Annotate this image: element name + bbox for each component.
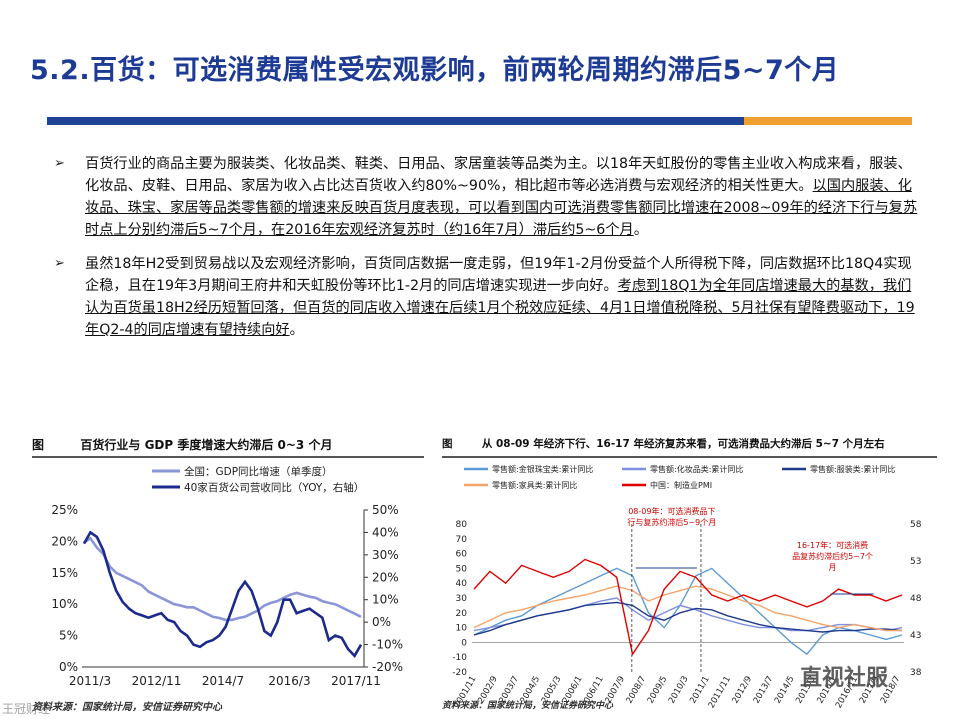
y-right-tick-label: 58 — [910, 520, 922, 530]
x-tick-label: 2011/3 — [69, 674, 111, 688]
y-left-tick-label: 10 — [456, 624, 468, 634]
series-line-apparel — [473, 601, 903, 636]
annotation-text-1: 行与复苏约滞后5~9个月 — [627, 517, 716, 527]
chart-left-label: 图 — [32, 438, 45, 452]
y-left-tick-label: 30 — [456, 594, 468, 604]
bullet-item-2: ➢ 虽然18年H2受到贸易战以及宏观经济影响，百货同店数据一度走弱，但19年1-… — [50, 253, 918, 341]
annotation-text-2: 品复苏约滞后约5~7个 — [792, 551, 873, 561]
legend-label-gdp: 全国：GDP同比增速（单季度） — [184, 465, 333, 478]
y-right-tick-label: 53 — [910, 557, 921, 567]
bullet-text-plain: 虽然18年H2受到贸易战以及宏观经济影响，百货同店数据一度走弱，但19年1-2月… — [85, 256, 912, 294]
y-left-tick-label: 10% — [51, 597, 78, 611]
bullet-text-underlined: 以国内服装、化妆品、珠宝、家居等品类零售额的增速来反映百货月度表现，可以看到国内… — [85, 178, 918, 238]
series-line-gdp — [83, 536, 362, 622]
y-left-tick-label: 20 — [456, 609, 468, 619]
y-left-tick-label: 5% — [59, 629, 78, 643]
y-left-tick-label: 60 — [456, 550, 468, 560]
watermark-left: 王冠财经 — [2, 702, 51, 716]
x-tick-label: 2012/11 — [132, 674, 182, 688]
chart-left-svg: 全国：GDP同比增速（单季度） 40家百货公司营收同比（YOY，右轴） 0% 5% 10… — [51, 465, 403, 688]
y-left-tick-label: -10 — [452, 653, 467, 663]
series-line-furniture — [473, 585, 902, 632]
y-right-tick-label: 43 — [910, 631, 921, 641]
chart-right-title-rule — [442, 456, 937, 458]
bullet-text-tail: 。 — [633, 222, 648, 238]
y-right-tick-label: 40% — [372, 525, 399, 539]
legend-label: 零售额:化妆品类:累计同比 — [650, 464, 743, 474]
y-right-tick-label: 30% — [372, 548, 399, 562]
chart-right-panel: 图 从 08-09 年经济下行、16-17 年经济复苏来看，可选消费品大约滞后 … — [442, 436, 937, 716]
annotation-text-2: 月 — [829, 563, 837, 572]
series-line-dept-stores — [82, 530, 363, 658]
y-right-tick-label: -10% — [372, 638, 403, 652]
legend-label: 零售额:家具类:累计同比 — [492, 480, 577, 490]
y-left-tick-label: -20 — [452, 668, 467, 678]
chart-left-title: 百货行业与 GDP 季度增速大约滞后 0~3 个月 — [80, 438, 333, 452]
chart-left-source: 资料来源：国家统计局，安信证券研究中心 — [32, 702, 222, 713]
y-right-tick-label: 50% — [372, 503, 399, 517]
title-divider-blue — [47, 117, 744, 125]
bullet-text-underlined: 考虑到18Q1为全年同店增速最大的基数，我们认为百货虽18H2经历短暂回落，但百… — [85, 278, 915, 338]
chart-left-title-rule — [32, 456, 424, 458]
y-right-tick-label: 10% — [372, 593, 399, 607]
chart-left-title-row: 图 百货行业与 GDP 季度增速大约滞后 0~3 个月 — [32, 436, 427, 453]
y-left-tick-label: 80 — [456, 520, 468, 530]
x-tick-label: 2017/11 — [331, 674, 381, 688]
y-right-tick-label: 38 — [910, 668, 922, 678]
arrow-bullet-icon: ➢ — [54, 256, 65, 271]
bullet-text-tail: 。 — [289, 322, 304, 338]
legend-label: 零售额:服装类:累计同比 — [810, 464, 895, 474]
series-line-pmi — [473, 558, 903, 656]
arrow-bullet-icon: ➢ — [54, 156, 65, 171]
y-right-tick-label: 0% — [372, 615, 391, 629]
y-left-tick-label: 20% — [51, 534, 78, 548]
chart-right-label: 图 — [442, 438, 453, 450]
chart-right-svg: 零售额:金银珠宝类:累计同比 零售额:化妆品类:累计同比 零售额:服装类:累计同比零… — [452, 464, 922, 710]
legend-label: 零售额:金银珠宝类:累计同比 — [492, 464, 593, 474]
x-tick-label: 2016/3 — [268, 674, 310, 688]
legend-label-dept: 40家百货公司营收同比（YOY，右轴） — [184, 481, 364, 494]
y-left-tick-label: 0% — [59, 660, 78, 674]
y-left-tick-label: 15% — [51, 566, 78, 580]
chart-left-panel: 图 百货行业与 GDP 季度增速大约滞后 0~3 个月 全国：GDP同比增速（单… — [32, 436, 427, 716]
y-right-tick-label: -20% — [372, 660, 403, 674]
title-divider-orange — [744, 117, 912, 125]
chart-right-title-row: 图 从 08-09 年经济下行、16-17 年经济复苏来看，可选消费品大约滞后 … — [442, 436, 937, 451]
bullet-item-1: ➢ 百货行业的商品主要为服装类、化妆品类、鞋类、日用品、家居童装等品类为主。以1… — [50, 153, 918, 241]
chart-right-source: 资料来源：国家统计局，安信证券研究中心 — [442, 701, 614, 711]
legend-label: 中国：制造业PMI — [650, 480, 712, 490]
y-left-tick-label: 25% — [51, 503, 78, 517]
y-left-tick-label: 70 — [456, 535, 468, 545]
chart-right-title: 从 08-09 年经济下行、16-17 年经济复苏来看，可选消费品大约滞后 5~… — [481, 438, 885, 450]
bullet-text-plain: 百货行业的商品主要为服装类、化妆品类、鞋类、日用品、家居童装等品类为主。以18年… — [85, 156, 912, 194]
annotation-text-1: 08-09年：可选消费品下 — [628, 506, 715, 516]
y-right-tick-label: 48 — [910, 594, 922, 604]
x-tick-label: 2014/7 — [202, 674, 244, 688]
bullet-list: ➢ 百货行业的商品主要为服装类、化妆品类、鞋类、日用品、家居童装等品类为主。以1… — [50, 153, 918, 353]
y-left-tick-label: 0 — [461, 638, 467, 648]
page-title: 5.2.百货：可选消费属性受宏观影响，前两轮周期约滞后5~7个月 — [30, 55, 840, 86]
y-right-tick-label: 20% — [372, 570, 399, 584]
watermark-right: 直视社服 — [800, 666, 889, 691]
y-left-tick-label: 50 — [456, 564, 468, 574]
y-left-tick-label: 40 — [456, 579, 468, 589]
series-line-cosmetics — [473, 597, 903, 632]
annotation-text-2: 16-17年：可选消费 — [797, 540, 868, 550]
